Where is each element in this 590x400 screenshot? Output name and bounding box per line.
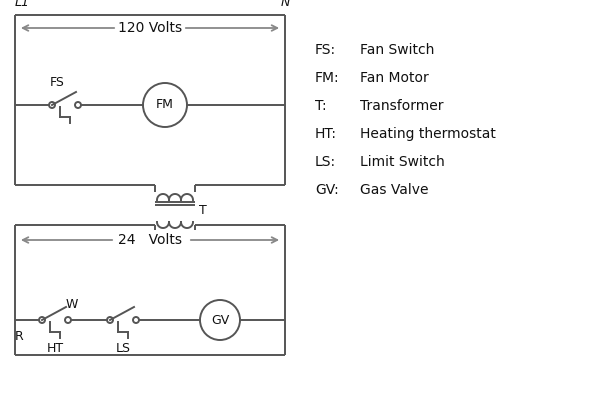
Text: FM:: FM: [315, 71, 340, 85]
Text: GV: GV [211, 314, 229, 326]
Text: LS: LS [116, 342, 130, 354]
Text: LS:: LS: [315, 155, 336, 169]
Text: Heating thermostat: Heating thermostat [360, 127, 496, 141]
Text: 120 Volts: 120 Volts [118, 21, 182, 35]
Text: T: T [199, 204, 206, 218]
Text: Fan Switch: Fan Switch [360, 43, 434, 57]
Text: FM: FM [156, 98, 174, 112]
Text: Limit Switch: Limit Switch [360, 155, 445, 169]
Text: FS: FS [50, 76, 64, 90]
Text: T:: T: [315, 99, 327, 113]
Text: HT: HT [47, 342, 64, 354]
Text: Fan Motor: Fan Motor [360, 71, 429, 85]
Text: N: N [280, 0, 290, 10]
Text: Gas Valve: Gas Valve [360, 183, 428, 197]
Text: FS:: FS: [315, 43, 336, 57]
Text: R: R [15, 330, 24, 342]
Text: 24   Volts: 24 Volts [118, 233, 182, 247]
Text: W: W [66, 298, 78, 310]
Text: HT:: HT: [315, 127, 337, 141]
Text: GV:: GV: [315, 183, 339, 197]
Text: L1: L1 [15, 0, 30, 10]
Text: Transformer: Transformer [360, 99, 444, 113]
